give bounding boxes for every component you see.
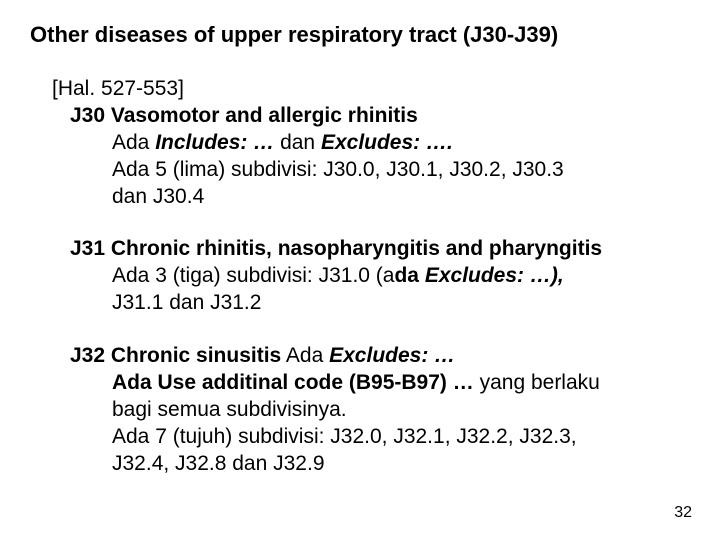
j32-line2: bagi semua subdivisinya. bbox=[112, 397, 690, 424]
j31-l1b: da bbox=[394, 264, 424, 287]
j30-line3: dan J30.4 bbox=[112, 184, 690, 211]
j32-l1a: Ada Use additinal code (B95-B97) … bbox=[112, 371, 474, 394]
j31-l1c: Excludes: …), bbox=[425, 264, 564, 287]
j32-heading-line: J32 Chronic sinusitis Ada Excludes: … bbox=[70, 343, 690, 370]
j30-line2: Ada 5 (lima) subdivisi: J30.0, J30.1, J3… bbox=[112, 157, 690, 184]
j30-line1: Ada Includes: … dan Excludes: …. bbox=[112, 130, 690, 157]
j32-line3: Ada 7 (tujuh) subdivisi: J32.0, J32.1, J… bbox=[112, 424, 690, 451]
j30-l1c: dan bbox=[274, 131, 321, 154]
slide-title: Other diseases of upper respiratory trac… bbox=[30, 22, 690, 48]
j32-heading-a: J32 Chronic sinusitis bbox=[70, 344, 281, 367]
j31-line1: Ada 3 (tiga) subdivisi: J31.0 (ada Exclu… bbox=[112, 263, 690, 290]
j30-l1b: Includes: … bbox=[155, 131, 274, 154]
j30-l1d: Excludes: …. bbox=[321, 131, 453, 154]
j32-heading-c: Excludes: … bbox=[329, 344, 455, 367]
j30-l1a: Ada bbox=[112, 131, 155, 154]
j31-heading: J31 Chronic rhinitis, nasopharyngitis an… bbox=[70, 237, 602, 260]
j30-block: [Hal. 527-553] J30 Vasomotor and allergi… bbox=[52, 76, 690, 210]
j30-heading: J30 Vasomotor and allergic rhinitis bbox=[70, 103, 690, 130]
j31-l1a: Ada 3 (tiga) subdivisi: J31.0 (a bbox=[112, 264, 394, 287]
j32-l1b: yang berlaku bbox=[474, 371, 600, 394]
page-ref: [Hal. 527-553] bbox=[52, 76, 690, 103]
j32-block: J32 Chronic sinusitis Ada Excludes: … Ad… bbox=[52, 343, 690, 477]
j32-line4: J32.4, J32.8 dan J32.9 bbox=[112, 451, 690, 478]
j31-line2: J31.1 dan J31.2 bbox=[112, 290, 690, 317]
page-number: 32 bbox=[674, 504, 692, 522]
j31-block: J31 Chronic rhinitis, nasopharyngitis an… bbox=[52, 236, 690, 317]
j31-heading-line: J31 Chronic rhinitis, nasopharyngitis an… bbox=[70, 236, 690, 263]
j32-line1: Ada Use additinal code (B95-B97) … yang … bbox=[112, 370, 690, 397]
j32-heading-b: Ada bbox=[281, 344, 329, 367]
